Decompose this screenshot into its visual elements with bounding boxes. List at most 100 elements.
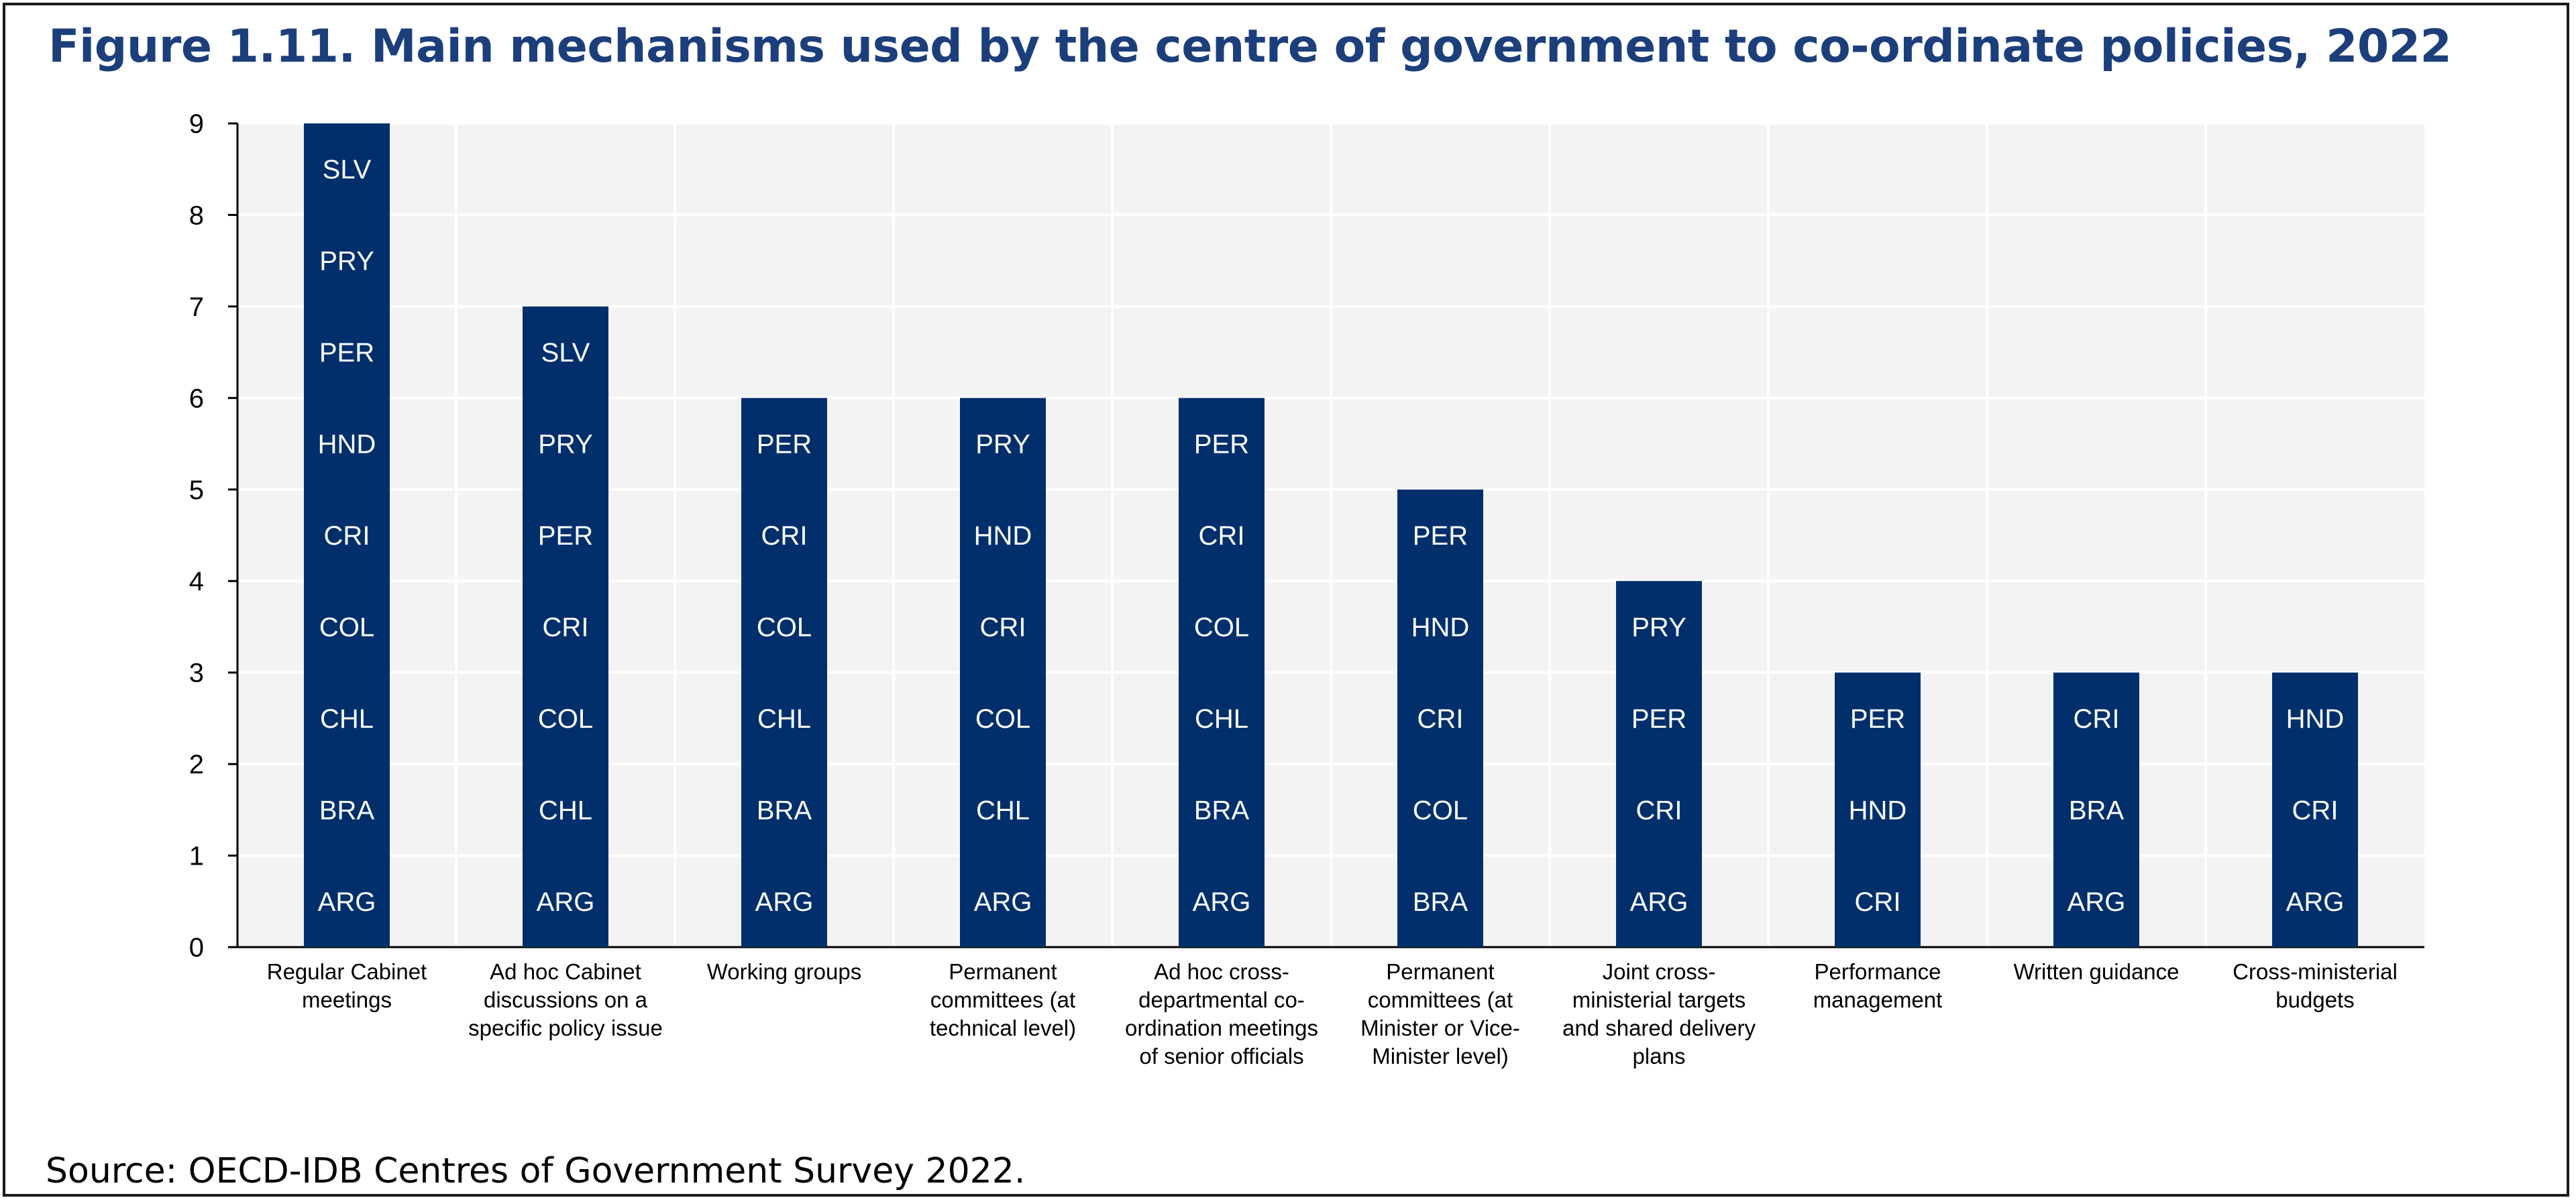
x-category-label-line: specific policy issue	[468, 1016, 663, 1040]
x-category-label: Cross-ministerial budgets	[2233, 959, 2398, 1012]
bar-segment-label: COL	[757, 612, 812, 642]
y-tick-label: 4	[189, 567, 204, 596]
bar-segment-label: COL	[1194, 612, 1249, 642]
x-category-label-line: budgets	[2275, 987, 2354, 1012]
source-note: Source: OECD-IDB Centres of Government S…	[46, 1151, 1026, 1191]
bar-segment-label: PRY	[538, 430, 593, 459]
x-category-label-line: Minister or Vice-	[1360, 1016, 1520, 1040]
bar-segment-label: ARG	[755, 887, 814, 917]
bar-segment-label: ARG	[974, 887, 1032, 917]
bar-segment-label: PER	[1413, 521, 1468, 551]
x-category-label-line: Ad hoc Cabinet	[490, 959, 641, 984]
y-tick-label: 1	[189, 842, 204, 871]
bar-segment-label: CHL	[1195, 704, 1248, 734]
bar	[1616, 581, 1702, 947]
bar-segment-label: HND	[1849, 796, 1907, 825]
y-tick-label: 2	[189, 750, 204, 779]
bar-segment-label: COL	[319, 612, 374, 642]
figure-title: Figure 1.11. Main mechanisms used by the…	[48, 20, 2452, 73]
x-category-label-line: Working groups	[707, 959, 862, 984]
x-category-label-line: Minister level)	[1372, 1044, 1509, 1069]
bar-chart: 0 1 2 3 4 5 6 7 8 9 ARG BRA CHL COL CRI HND PER PRY SLV Reg…	[189, 109, 2424, 1069]
x-category-label-line: management	[1813, 987, 1943, 1012]
bar	[960, 398, 1046, 947]
x-category-label-line: technical level)	[930, 1016, 1076, 1040]
bar-segment-label: CRI	[1199, 521, 1245, 551]
bar-segment-label: COL	[975, 704, 1030, 734]
bar	[1179, 398, 1265, 947]
bar-segment-label: PER	[757, 430, 812, 459]
x-category-label-line: and shared delivery	[1562, 1016, 1756, 1040]
bar-segment-label: HND	[1411, 612, 1470, 642]
bar-segment-label: ARG	[318, 887, 376, 917]
x-category-label-line: Ad hoc cross-	[1154, 959, 1289, 984]
x-category-label-line: of senior officials	[1139, 1044, 1303, 1069]
bar-segment-label: PER	[1194, 430, 1249, 459]
x-category-label-line: plans	[1633, 1044, 1686, 1069]
bar-segment-label: CHL	[320, 704, 374, 734]
bar-segment-label: PER	[1631, 704, 1686, 734]
bar-segment-label: SLV	[323, 155, 372, 184]
y-tick-label: 7	[189, 292, 204, 322]
x-category-label-line: Cross-ministerial	[2233, 959, 2398, 984]
bar	[304, 123, 390, 947]
x-category-label-line: ordination meetings	[1125, 1016, 1318, 1040]
bar-segment-label: PER	[319, 338, 374, 368]
bar-segment-label: CRI	[1855, 887, 1901, 917]
bar-segment-label: PRY	[319, 247, 374, 276]
x-category-label-line: committees (at	[1368, 987, 1513, 1012]
bar-segment-label: CHL	[976, 796, 1030, 825]
y-tick-label: 6	[189, 384, 204, 413]
bar-segment-label: SLV	[541, 338, 590, 368]
x-category-label: Working groups	[707, 959, 862, 984]
bar-segment-label: CRI	[543, 612, 589, 642]
bar-segment-label: ARG	[2286, 887, 2345, 917]
x-category-label-line: Joint cross-	[1603, 959, 1716, 984]
x-category-label-line: Regular Cabinet	[267, 959, 427, 984]
bar-segment-label: CRI	[1636, 796, 1682, 825]
y-tick-label: 9	[189, 109, 204, 139]
bar-segment-label: PRY	[975, 430, 1030, 459]
x-category-label-line: meetings	[302, 987, 392, 1012]
bar-segment-label: ARG	[537, 887, 595, 917]
x-category-label: Permanent committees (at Minister or Vice-…	[1360, 959, 1520, 1069]
x-category-label: Performance management	[1813, 959, 1943, 1012]
bar	[2272, 672, 2358, 947]
y-tick-label: 0	[189, 933, 204, 963]
bar-segment-label: HND	[974, 521, 1032, 551]
bar-segment-label: PER	[538, 521, 593, 551]
x-category-label: Permanent committees (at technical level)	[930, 959, 1076, 1040]
bar-segment-label: CRI	[324, 521, 370, 551]
bar-segment-label: CRI	[2292, 796, 2339, 825]
bar-segment-label: HND	[2286, 704, 2345, 734]
bar-segment-label: CHL	[539, 796, 592, 825]
x-category-label-line: departmental co-	[1138, 987, 1305, 1012]
x-category-label-line: discussions on a	[484, 987, 648, 1012]
y-tick-label: 3	[189, 659, 204, 688]
bar-segment-label: CRI	[980, 612, 1026, 642]
bar-segment-label: CRI	[761, 521, 808, 551]
bar	[741, 398, 827, 947]
x-category-label: Ad hoc Cabinet discussions on a specific p…	[468, 959, 663, 1040]
bar-segment-label: BRA	[757, 796, 812, 825]
x-category-label-line: committees (at	[930, 987, 1075, 1012]
x-category-label-line: Permanent	[949, 959, 1057, 984]
bar	[1397, 489, 1483, 947]
bar-segment-label: CHL	[757, 704, 811, 734]
x-category-label-line: ministerial targets	[1572, 987, 1746, 1012]
x-category-label: Ad hoc cross-departmental co-ordination …	[1125, 959, 1318, 1069]
bar-segment-label: HND	[318, 430, 376, 459]
y-tick-label: 8	[189, 201, 204, 230]
bar	[1835, 672, 1921, 947]
bar-segment-label: CRI	[2074, 704, 2120, 734]
bar	[523, 306, 608, 947]
y-tick-label: 5	[189, 476, 204, 505]
x-category-label-line: Permanent	[1386, 959, 1494, 984]
x-category-label: Written guidance	[2013, 959, 2179, 984]
bar-segment-label: PER	[1850, 704, 1905, 734]
bar-segment-label: BRA	[1413, 887, 1468, 917]
bar	[2053, 672, 2139, 947]
bar-segment-label: PRY	[1631, 612, 1686, 642]
x-category-label: Joint cross-ministerial targets and share…	[1562, 959, 1756, 1069]
x-category-label-line: Written guidance	[2013, 959, 2179, 984]
